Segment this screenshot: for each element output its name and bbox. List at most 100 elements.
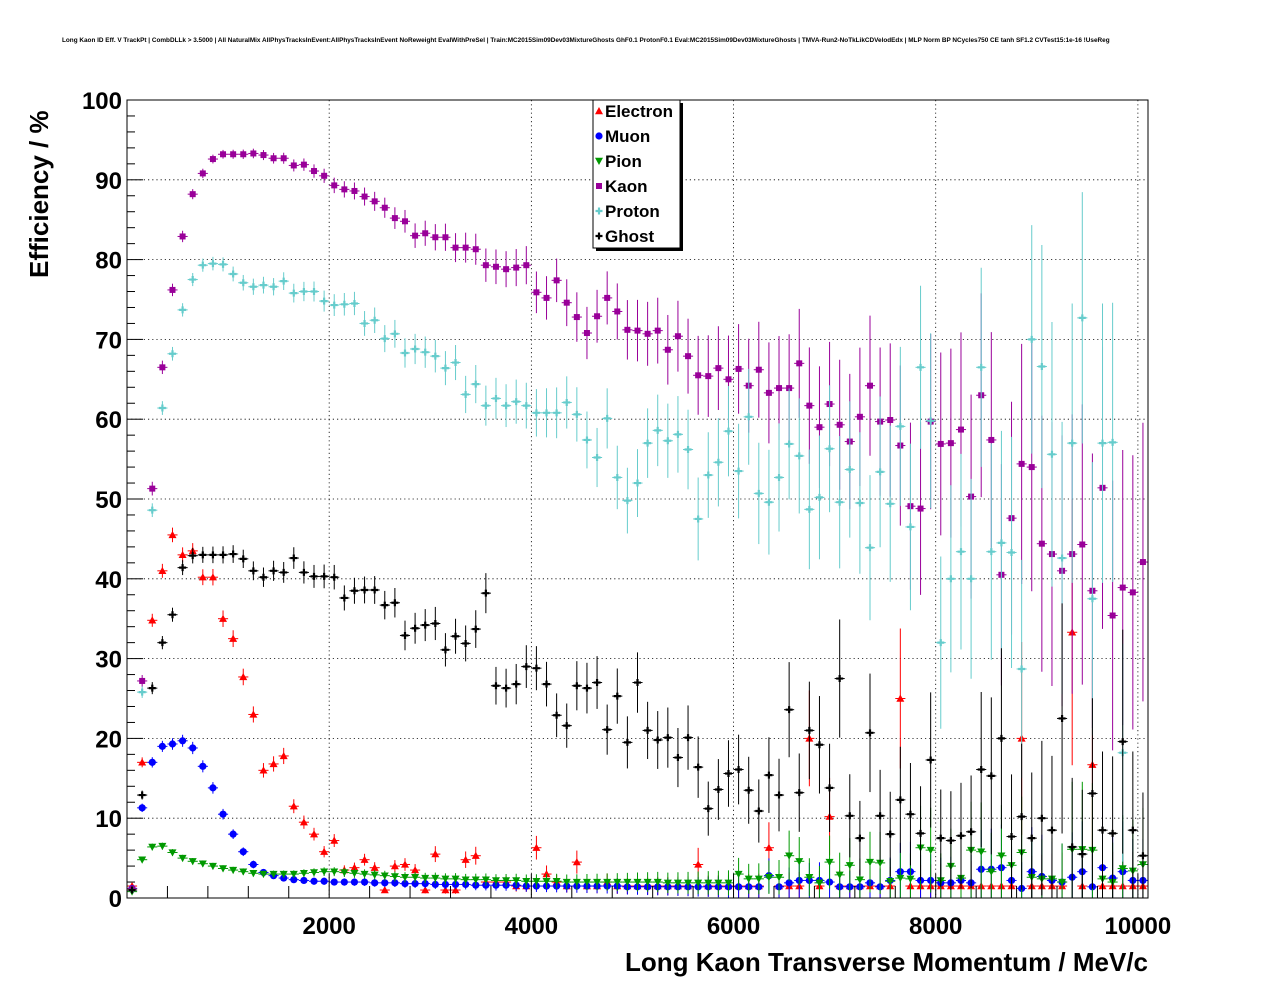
data-point: [563, 299, 570, 306]
data-point: [350, 878, 359, 886]
data-point: [401, 880, 409, 888]
data-point: [178, 737, 187, 745]
data-point: [492, 394, 500, 402]
data-point: [320, 847, 329, 855]
data-point: [472, 380, 480, 388]
data-point: [1018, 460, 1025, 467]
data-point: [320, 297, 328, 305]
series-pion: [127, 781, 1148, 898]
grid: [127, 100, 1148, 898]
data-point: [805, 505, 813, 513]
data-point: [997, 734, 1005, 742]
data-point: [320, 572, 328, 580]
data-point: [361, 319, 369, 327]
data-point: [189, 552, 197, 560]
data-point: [280, 277, 288, 285]
data-point: [856, 499, 864, 507]
x-tick-label: 8000: [909, 913, 962, 940]
data-point: [260, 152, 267, 159]
data-point: [178, 550, 187, 559]
data-point: [1028, 464, 1035, 471]
data-point: [796, 360, 803, 367]
data-point: [866, 544, 874, 552]
data-point: [664, 437, 672, 445]
data-point: [432, 234, 439, 241]
data-point: [1099, 439, 1107, 447]
data-point: [159, 364, 166, 371]
data-point: [765, 389, 772, 396]
data-point: [987, 772, 995, 780]
data-point: [421, 621, 429, 629]
data-point: [380, 872, 389, 880]
data-point: [370, 871, 379, 879]
data-point: [502, 684, 510, 692]
data-point: [926, 846, 935, 855]
data-point: [199, 762, 207, 770]
data-point: [856, 834, 864, 842]
data-point: [239, 672, 248, 681]
data-point: [229, 550, 237, 558]
data-point: [876, 859, 885, 867]
data-point: [1109, 829, 1117, 837]
data-point: [168, 611, 176, 619]
data-point: [340, 594, 348, 602]
data-point: [694, 763, 702, 771]
data-point: [229, 830, 237, 838]
data-point: [279, 870, 288, 879]
x-tick-label: 4000: [505, 913, 558, 940]
data-point: [967, 828, 975, 836]
data-point: [1028, 335, 1036, 343]
data-point: [381, 601, 389, 609]
data-point: [1079, 541, 1086, 548]
data-point: [633, 878, 642, 887]
data-point: [219, 551, 227, 559]
y-tick-label: 70: [95, 327, 122, 354]
data-point: [764, 843, 773, 851]
data-point: [623, 497, 631, 505]
data-point: [1109, 438, 1117, 446]
data-point: [481, 876, 490, 884]
data-point: [1129, 826, 1137, 834]
data-point: [138, 791, 146, 799]
y-tick-label: 100: [82, 88, 122, 115]
data-point: [148, 843, 157, 851]
data-point: [866, 729, 874, 737]
data-point: [532, 843, 541, 851]
data-point: [684, 879, 693, 887]
data-point: [249, 860, 257, 869]
data-point: [937, 440, 944, 447]
data-point: [674, 754, 682, 762]
data-point: [239, 279, 247, 287]
y-axis-title: Efficiency / %: [24, 110, 54, 278]
data-point: [867, 382, 874, 389]
plot-caption: Long Kaon ID Eff. V TrackPt | CombDLLk >…: [62, 37, 1110, 44]
data-point: [311, 168, 318, 175]
data-point: [421, 874, 430, 883]
data-point: [230, 151, 237, 158]
data-point: [169, 286, 176, 293]
data-point: [886, 830, 894, 838]
data-point: [937, 639, 945, 647]
data-point: [543, 294, 550, 301]
data-point: [290, 289, 298, 297]
data-point: [786, 385, 793, 392]
data-point: [674, 333, 681, 340]
data-point: [219, 614, 228, 622]
data-point: [158, 639, 166, 647]
data-point: [320, 868, 329, 876]
data-point: [360, 870, 369, 879]
data-point: [1129, 589, 1136, 596]
data-point: [269, 870, 278, 879]
data-point: [613, 878, 622, 887]
data-point: [442, 234, 449, 241]
data-point: [937, 834, 945, 842]
data-point: [472, 246, 479, 253]
data-point: [764, 874, 773, 882]
data-point: [755, 489, 763, 497]
data-point: [997, 852, 1006, 860]
data-point: [785, 852, 794, 860]
data-point: [542, 870, 551, 878]
data-point: [704, 471, 712, 479]
data-point: [735, 766, 743, 774]
data-point: [1068, 843, 1076, 851]
